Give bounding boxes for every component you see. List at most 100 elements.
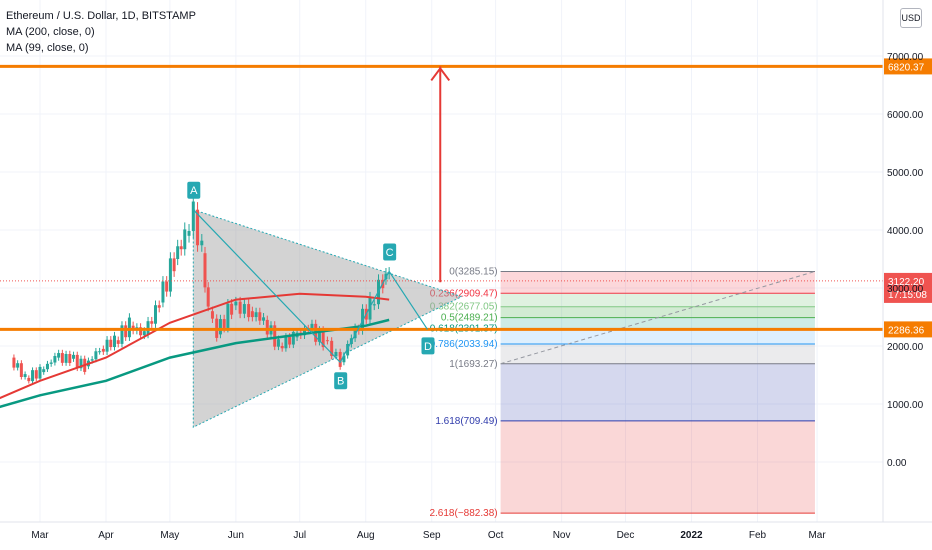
candle-body — [109, 339, 113, 348]
candle-body — [338, 351, 342, 367]
countdown-label: 17:15:08 — [888, 290, 927, 301]
candle-body — [42, 369, 46, 373]
candle-body — [168, 258, 172, 292]
y-tick-label: 2000.00 — [887, 342, 924, 353]
fib-level-label: 1.618(709.49) — [435, 416, 497, 427]
candle-body — [342, 355, 346, 363]
candle-body — [146, 321, 150, 335]
candle-body — [57, 353, 61, 358]
candle-body — [222, 319, 226, 329]
fib-zone — [500, 344, 815, 364]
target-arrow — [430, 66, 451, 283]
candle-body — [191, 201, 195, 231]
fib-zone — [500, 306, 815, 318]
candle-body — [79, 358, 83, 369]
candle-body — [254, 312, 258, 318]
candle-body — [23, 374, 27, 377]
fib-zone — [500, 271, 815, 294]
candle-body — [196, 209, 200, 246]
candle-body — [45, 363, 49, 370]
fib-zone — [500, 293, 815, 307]
fib-level-label: 0(3285.15) — [449, 266, 497, 277]
currency-button[interactable]: USD — [900, 8, 922, 28]
candle-body — [334, 351, 338, 357]
candle-body — [280, 346, 284, 349]
fib-level-label: 2.618(−882.38) — [429, 508, 497, 519]
pattern-point-label: C — [386, 247, 394, 259]
symbol-title[interactable]: Ethereum / U.S. Dollar, 1D, BITSTAMP — [6, 10, 196, 22]
candle-body — [284, 336, 288, 349]
candle-body — [68, 354, 72, 364]
candle-body — [139, 327, 143, 336]
candle-body — [31, 370, 35, 382]
candle-body — [183, 229, 187, 250]
candle-body — [161, 281, 165, 303]
price-axis: 7000.00 6000.00 5000.00 4000.00 3000.00 2000.… — [882, 0, 924, 522]
pattern-point-label: A — [190, 185, 198, 197]
candle-body — [238, 301, 242, 314]
candle-body — [310, 323, 314, 329]
candle-body — [19, 363, 23, 377]
y-tick-label: 3000.00 — [887, 284, 924, 295]
candle-body — [230, 303, 234, 315]
candle-body — [288, 336, 292, 345]
candle-body — [258, 312, 262, 321]
candle-body — [353, 327, 357, 339]
candle-body — [234, 301, 238, 306]
candle-body — [210, 311, 214, 319]
fib-zone — [500, 317, 815, 329]
time-axis: Mar Apr May Jun Jul Aug Sep Oct Nov Dec 2022 Feb Mar — [0, 521, 932, 541]
current-price-label: 3122.20 — [888, 277, 925, 288]
pattern-point-label: B — [337, 376, 344, 388]
chart-legend: Ethereum / U.S. Dollar, 1D, BITSTAMP MA … — [6, 8, 196, 56]
fib-level-label: 0.5(2489.21) — [441, 313, 498, 324]
candle-body — [247, 304, 251, 318]
horizontal-lines: 6820.37 2286.36 3122.20 17:15:08 — [0, 58, 932, 338]
price-label: 2286.36 — [888, 325, 925, 336]
fib-zone — [500, 363, 815, 421]
candle-body — [187, 230, 191, 236]
candle-body — [27, 377, 31, 382]
price-label-bg — [884, 58, 932, 75]
ma200-line — [0, 318, 390, 409]
candle-body — [60, 353, 64, 363]
pattern-point-badge — [383, 243, 397, 261]
candle-body — [127, 317, 131, 338]
pattern-point-badge — [187, 181, 201, 199]
abcd-line — [192, 209, 428, 364]
candle-body — [53, 356, 57, 363]
x-tick-label: May — [160, 530, 179, 541]
candle-body — [38, 366, 42, 379]
candle-body — [113, 335, 117, 348]
x-tick-label: Jun — [228, 530, 244, 541]
fibonacci-retracement: 0(3285.15)0.236(2909.47)0.382(2677.05)0.… — [429, 266, 816, 519]
ma99-legend[interactable]: MA (99, close, 0) — [6, 42, 89, 54]
ma99-line — [0, 292, 390, 400]
candle-body — [317, 330, 321, 342]
fib-level-label: 0.786(2033.94) — [430, 339, 498, 350]
x-tick-label: Jul — [293, 530, 306, 541]
candle-body — [325, 340, 329, 342]
abcd-pattern: A B C D — [187, 181, 435, 390]
ma200-legend[interactable]: MA (200, close, 0) — [6, 26, 95, 38]
fib-trend-line — [500, 270, 816, 365]
candle-body — [75, 354, 79, 369]
candle-body — [12, 357, 16, 368]
y-tick-label: 5000.00 — [887, 168, 924, 179]
candle-body — [157, 305, 161, 308]
fib-zone — [500, 420, 815, 514]
candle-body — [372, 304, 376, 306]
x-tick-label: Aug — [357, 530, 375, 541]
candle-body — [49, 362, 53, 364]
pattern-point-label: D — [424, 341, 432, 353]
x-tick-label: Nov — [553, 530, 571, 541]
x-tick-label: Feb — [749, 530, 767, 541]
candle-body — [203, 253, 207, 288]
candle-body — [150, 321, 154, 324]
candle-body — [16, 363, 20, 368]
fib-level-label: 0.236(2909.47) — [430, 288, 498, 299]
current-price-label-bg — [884, 272, 932, 303]
candle-body — [116, 340, 120, 344]
candle-body — [321, 330, 325, 348]
